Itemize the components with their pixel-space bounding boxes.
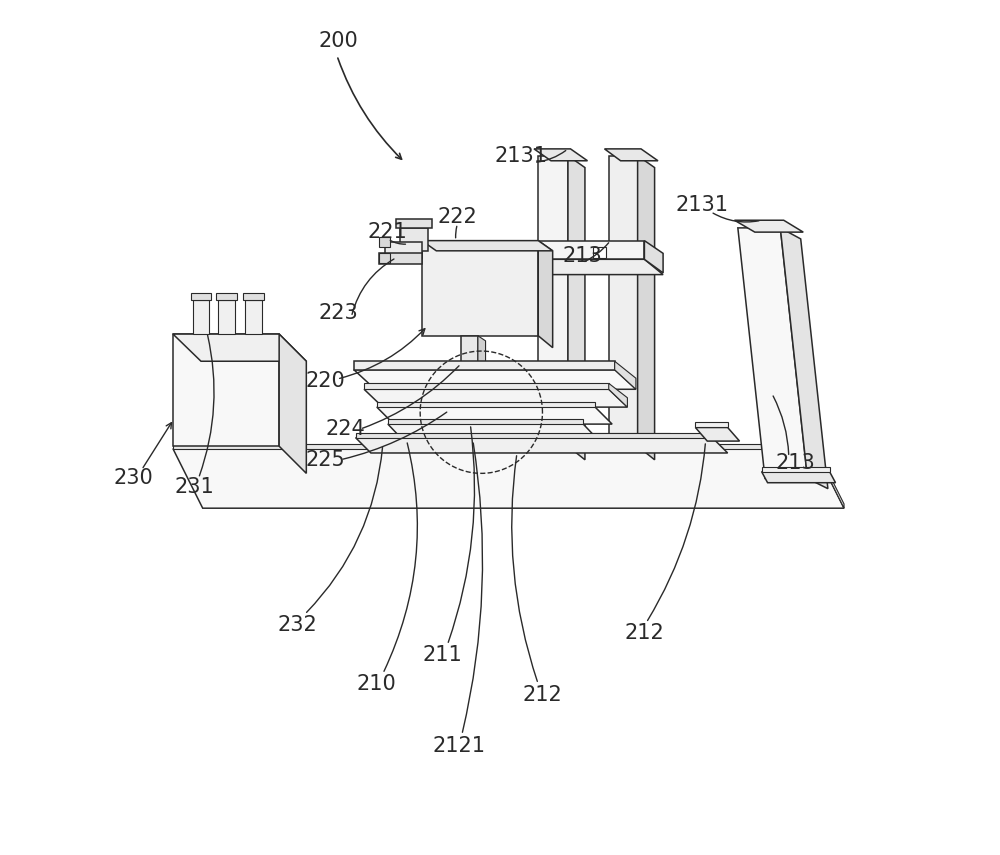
Text: 222: 222 bbox=[438, 207, 477, 227]
Text: 223: 223 bbox=[319, 303, 358, 323]
Text: 232: 232 bbox=[278, 615, 318, 634]
Polygon shape bbox=[379, 253, 422, 264]
Polygon shape bbox=[279, 334, 306, 474]
Polygon shape bbox=[413, 380, 549, 395]
Polygon shape bbox=[388, 419, 583, 424]
Polygon shape bbox=[422, 240, 553, 251]
Circle shape bbox=[461, 392, 485, 416]
Polygon shape bbox=[385, 242, 422, 257]
Polygon shape bbox=[695, 422, 728, 428]
Polygon shape bbox=[609, 156, 638, 446]
Polygon shape bbox=[762, 467, 830, 472]
Circle shape bbox=[531, 240, 541, 251]
Polygon shape bbox=[422, 240, 538, 336]
Polygon shape bbox=[695, 428, 740, 441]
Polygon shape bbox=[593, 247, 606, 257]
Polygon shape bbox=[379, 252, 390, 262]
Polygon shape bbox=[538, 240, 553, 348]
Polygon shape bbox=[216, 293, 237, 300]
Polygon shape bbox=[478, 336, 486, 400]
Polygon shape bbox=[388, 424, 599, 440]
Text: 212: 212 bbox=[523, 685, 562, 705]
Text: 2131: 2131 bbox=[495, 145, 548, 166]
Circle shape bbox=[539, 262, 556, 279]
Polygon shape bbox=[173, 334, 279, 446]
Polygon shape bbox=[364, 389, 627, 407]
Polygon shape bbox=[356, 433, 712, 438]
Text: 200: 200 bbox=[319, 31, 358, 51]
Text: 221: 221 bbox=[368, 222, 408, 242]
Polygon shape bbox=[485, 395, 508, 409]
Text: 212: 212 bbox=[625, 623, 664, 643]
Polygon shape bbox=[245, 300, 262, 334]
Text: 230: 230 bbox=[113, 469, 153, 488]
Polygon shape bbox=[413, 374, 549, 380]
Polygon shape bbox=[243, 293, 264, 300]
Text: 213: 213 bbox=[563, 246, 602, 266]
Polygon shape bbox=[191, 293, 211, 300]
Circle shape bbox=[449, 380, 497, 428]
Polygon shape bbox=[354, 362, 615, 369]
Polygon shape bbox=[549, 380, 561, 404]
Polygon shape bbox=[173, 445, 814, 449]
Text: 210: 210 bbox=[357, 674, 397, 694]
Polygon shape bbox=[814, 445, 844, 508]
Polygon shape bbox=[534, 149, 587, 161]
Polygon shape bbox=[568, 156, 585, 460]
Text: 213: 213 bbox=[776, 453, 815, 473]
Circle shape bbox=[476, 285, 490, 298]
Circle shape bbox=[531, 326, 541, 336]
Text: 2121: 2121 bbox=[433, 736, 486, 756]
Polygon shape bbox=[644, 240, 663, 273]
Polygon shape bbox=[173, 334, 306, 362]
Polygon shape bbox=[461, 336, 478, 395]
Circle shape bbox=[468, 276, 498, 307]
Polygon shape bbox=[396, 220, 432, 228]
Polygon shape bbox=[379, 237, 390, 247]
Text: 211: 211 bbox=[422, 646, 462, 665]
Text: 231: 231 bbox=[174, 477, 214, 497]
Text: 224: 224 bbox=[326, 419, 365, 439]
Polygon shape bbox=[356, 438, 728, 453]
Polygon shape bbox=[780, 228, 828, 489]
Polygon shape bbox=[525, 433, 670, 439]
Polygon shape bbox=[377, 402, 595, 407]
Polygon shape bbox=[615, 362, 636, 389]
Polygon shape bbox=[762, 472, 836, 483]
Text: 225: 225 bbox=[306, 450, 346, 469]
Polygon shape bbox=[193, 300, 209, 334]
Polygon shape bbox=[428, 259, 663, 274]
Polygon shape bbox=[604, 149, 658, 161]
Polygon shape bbox=[538, 156, 568, 446]
Polygon shape bbox=[459, 395, 485, 409]
Polygon shape bbox=[428, 240, 644, 259]
Polygon shape bbox=[377, 407, 612, 424]
Polygon shape bbox=[609, 383, 627, 407]
Polygon shape bbox=[400, 228, 428, 251]
Polygon shape bbox=[364, 383, 609, 389]
Polygon shape bbox=[173, 449, 844, 508]
Polygon shape bbox=[354, 369, 636, 389]
Polygon shape bbox=[434, 395, 459, 409]
Polygon shape bbox=[218, 300, 235, 334]
Polygon shape bbox=[638, 156, 655, 460]
Polygon shape bbox=[738, 228, 807, 479]
Polygon shape bbox=[525, 439, 683, 451]
Polygon shape bbox=[734, 221, 803, 232]
Text: 2131: 2131 bbox=[676, 195, 729, 215]
Text: 220: 220 bbox=[306, 371, 346, 391]
